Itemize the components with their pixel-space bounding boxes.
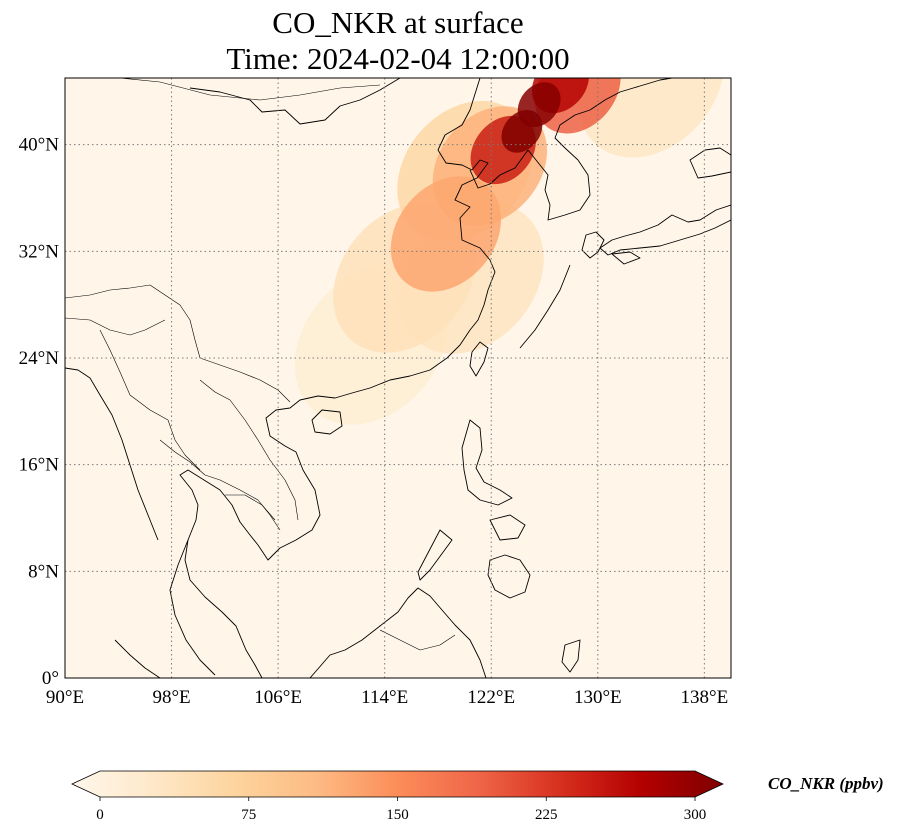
colorbar-tick-label: 300 [684,807,707,823]
palawan-coastline [417,529,453,581]
asia-mainland-coastline [179,78,496,678]
colorbar-ticks: 0 75 150 225 300 [96,797,706,823]
visayas-coastline [489,514,526,541]
colorbar-tick-label: 0 [96,807,104,823]
x-tick-label: 90°E [46,687,84,708]
co-plume-11 [501,109,543,153]
russia-coastline [589,78,673,111]
y-tick-label: 32°N [19,241,60,262]
x-tick-label: 114°E [361,687,408,708]
bay-of-bengal-coastline [65,367,159,541]
y-tick-label: 16°N [19,455,60,476]
country-borders [65,78,456,651]
malay-peninsula-coastline [169,539,216,676]
borneo-interior-border [379,629,456,651]
japan-shikoku-coastline [611,251,641,265]
colorbar-tick-label: 225 [535,807,558,823]
map-frame [64,77,732,679]
colorbar-tick-label: 150 [386,807,409,823]
x-tick-label: 122°E [467,687,515,708]
x-tick-label: 138°E [681,687,729,708]
japan-honshu-coastline [599,204,731,256]
borneo-coastline [309,587,487,678]
y-tick-label: 8°N [28,561,59,582]
co-plume-1 [577,78,725,158]
co-concentration-field [294,78,725,425]
colorbar-label: CO_NKR (ppbv) [768,774,884,793]
liaodong-coastline [469,149,529,189]
himalaya-border [65,317,166,336]
sumatra-coastline [114,639,161,678]
mindanao-coastline [487,554,531,599]
x-tick-label: 98°E [152,687,190,708]
map-title: CO_NKR at surface [272,5,524,40]
sulawesi-coastline [561,639,581,673]
x-tick-label: 106°E [254,687,302,708]
cambodia-border [225,494,276,521]
y-tick-label: 0° [42,668,59,689]
co-plume-6 [390,176,502,292]
china-south-border [65,284,291,403]
map-panel[interactable] [64,0,755,679]
longitude-axis: 90°E 98°E 106°E 114°E 122°E 130°E 138°E [46,687,728,708]
laos-vietnam-border [199,379,299,521]
colorbar-bar [71,770,724,798]
y-tick-label: 40°N [19,135,60,156]
x-tick-label: 130°E [574,687,622,708]
colorbar: 0 75 150 225 300 CO_NKR (ppbv) [71,770,884,823]
taiwan-coastline [469,341,489,377]
ryukyu-islands [519,264,571,349]
latitude-axis: 0° 8°N 16°N 24°N 32°N 40°N [19,135,60,689]
japan-kyushu-coastline [581,231,605,259]
coastlines [65,78,731,678]
korea-coastline [527,109,591,221]
colorbar-tick-label: 75 [241,807,256,823]
hainan-coastline [311,409,343,435]
china-mongolia-border [119,78,381,101]
y-tick-label: 24°N [19,348,60,369]
myanmar-border [99,329,201,471]
map-time-subtitle: Time: 2024-02-04 12:00:00 [226,41,570,76]
gridlines [65,78,731,678]
luzon-coastline [461,419,513,506]
japan-hokkaido-coastline [689,147,731,179]
